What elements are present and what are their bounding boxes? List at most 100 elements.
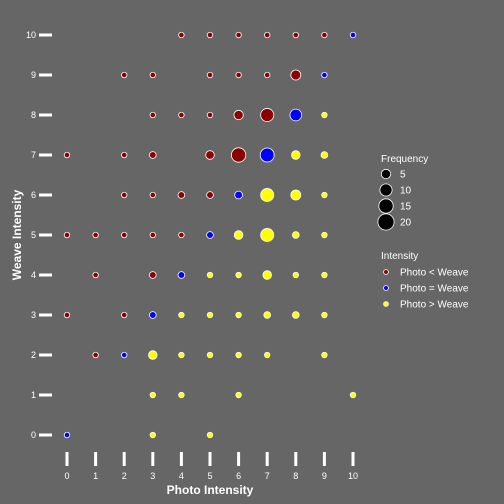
data-point: [149, 151, 157, 159]
color-legend-label: Photo < Weave: [400, 268, 469, 279]
size-legend-title: Frequency: [381, 154, 428, 165]
y-tick-label: 4: [31, 270, 36, 280]
data-point: [206, 271, 214, 279]
data-point: [230, 147, 247, 163]
y-tick-label: 9: [31, 70, 36, 80]
y-axis: 0 1 2 3 4 5 6 7 8 9 10: [26, 30, 52, 440]
x-tick-label: 5: [207, 471, 212, 481]
data-point: [235, 311, 242, 319]
data-point: [149, 311, 157, 319]
data-point: [263, 311, 271, 319]
data-point: [290, 69, 302, 81]
data-point: [291, 150, 301, 160]
data-point: [320, 151, 329, 159]
color-legend-label: Photo > Weave: [400, 300, 469, 311]
y-tick-label: 5: [31, 230, 36, 240]
data-point: [206, 191, 214, 199]
data-point: [63, 151, 71, 159]
data-point: [321, 111, 328, 119]
data-point: [178, 351, 185, 359]
x-tick-label: 3: [150, 471, 155, 481]
data-point: [206, 111, 214, 119]
color-legend-key: [383, 269, 389, 275]
data-point: [177, 191, 186, 199]
data-point: [235, 391, 242, 399]
data-point: [178, 31, 185, 39]
data-point: [289, 108, 303, 122]
data-point: [149, 71, 156, 79]
color-legend-label: Photo = Weave: [400, 284, 469, 295]
data-point: [121, 191, 128, 199]
data-point: [235, 351, 242, 359]
data-point: [92, 271, 99, 279]
data-point: [92, 231, 99, 239]
data-point: [233, 109, 244, 121]
data-point: [121, 71, 128, 79]
size-legend-label: 5: [400, 170, 406, 181]
color-legend-title: Intensity: [381, 251, 418, 262]
data-point: [321, 351, 328, 359]
data-point: [260, 188, 275, 202]
data-points: [63, 31, 357, 439]
data-point: [206, 431, 214, 439]
data-point: [262, 270, 272, 280]
data-point: [349, 31, 357, 39]
data-point: [292, 31, 299, 39]
y-tick-label: 6: [31, 190, 36, 200]
x-tick-label: 6: [236, 471, 241, 481]
data-point: [206, 71, 214, 79]
data-point: [149, 111, 156, 119]
x-tick-label: 0: [64, 471, 69, 481]
data-point: [260, 108, 275, 122]
data-point: [290, 189, 302, 201]
color-legend-key: [383, 301, 389, 307]
data-point: [63, 231, 71, 239]
data-point: [149, 191, 156, 199]
data-point: [233, 230, 244, 240]
data-point: [321, 231, 328, 239]
y-tick-label: 7: [31, 150, 36, 160]
data-point: [63, 431, 71, 439]
data-point: [292, 231, 300, 239]
data-point: [321, 71, 328, 79]
data-point: [206, 31, 214, 39]
data-point: [235, 271, 242, 279]
size-legend-key: [380, 168, 392, 180]
x-tick-label: 2: [122, 471, 127, 481]
data-point: [177, 271, 186, 279]
x-tick-label: 8: [293, 471, 298, 481]
data-point: [92, 351, 99, 359]
data-point: [234, 190, 243, 200]
x-tick-label: 10: [348, 471, 358, 481]
data-point: [321, 311, 328, 319]
data-point: [121, 311, 128, 319]
data-point: [149, 431, 156, 439]
data-point: [178, 391, 185, 399]
size-legend-key: [379, 183, 393, 197]
data-point: [349, 391, 357, 399]
data-point: [149, 231, 156, 239]
y-tick-label: 1: [31, 390, 36, 400]
data-point: [178, 311, 185, 319]
data-point: [121, 151, 128, 159]
data-point: [260, 228, 275, 242]
data-point: [264, 31, 271, 39]
data-point: [178, 231, 185, 239]
x-tick-label: 9: [322, 471, 327, 481]
data-point: [148, 350, 158, 360]
data-point: [206, 231, 214, 239]
x-tick-label: 4: [179, 471, 184, 481]
color-legend-key: [383, 285, 389, 291]
size-legend-key: [378, 198, 394, 214]
data-point: [121, 231, 128, 239]
data-point: [259, 147, 275, 163]
size-legend-key: [377, 213, 395, 231]
y-tick-label: 3: [31, 310, 36, 320]
size-legend-label: 20: [400, 218, 412, 229]
data-point: [206, 311, 214, 319]
data-point: [321, 31, 328, 39]
y-tick-label: 8: [31, 110, 36, 120]
data-point: [235, 71, 242, 79]
y-tick-label: 10: [26, 30, 36, 40]
